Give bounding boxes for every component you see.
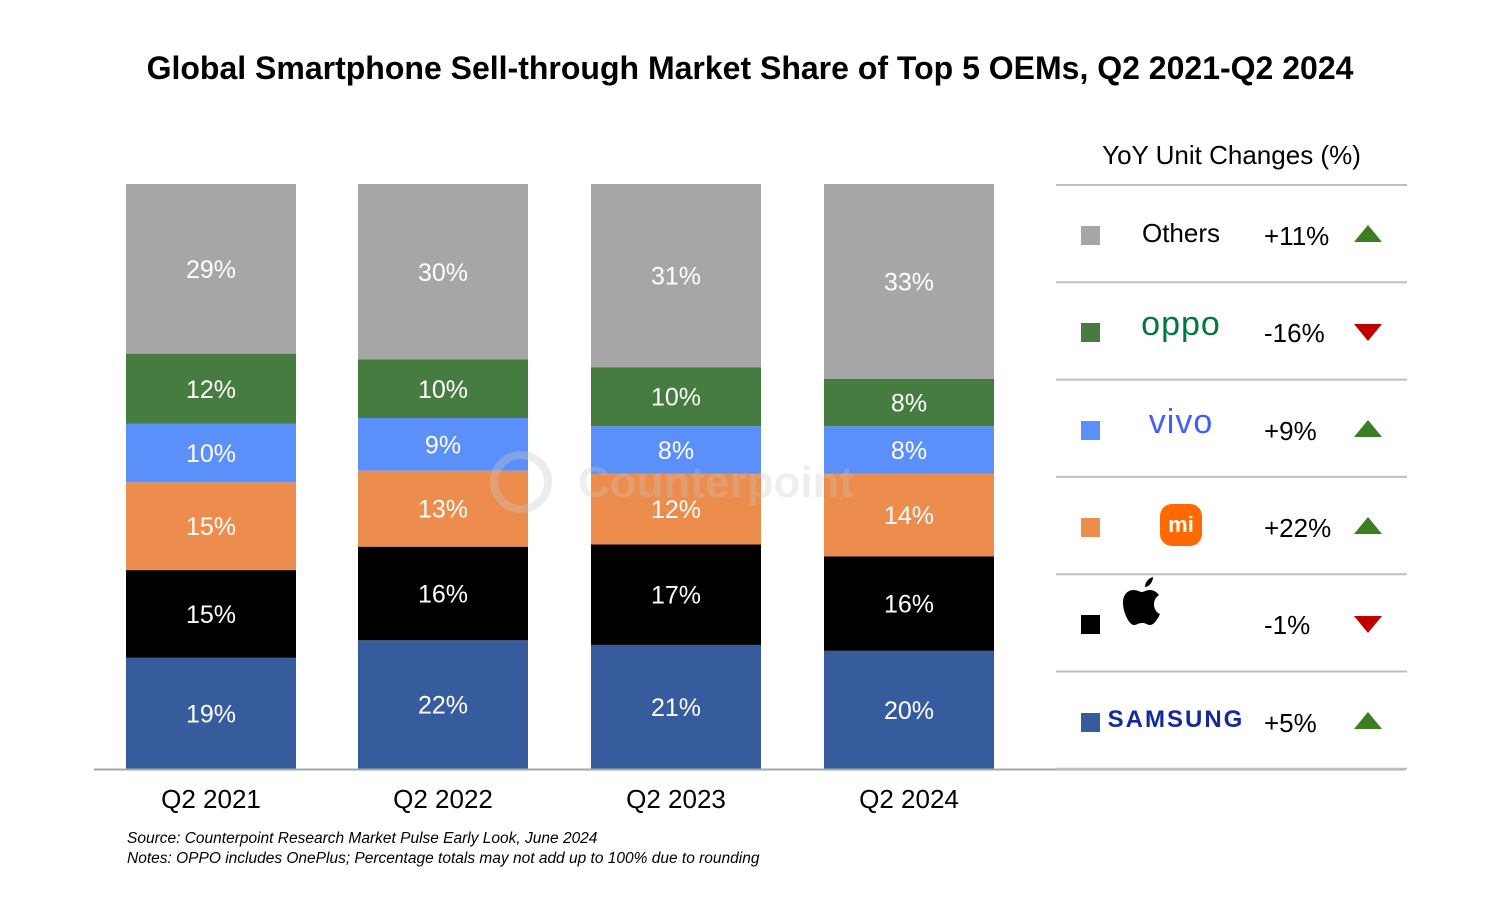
data-label: 8% (891, 437, 927, 465)
bar-segment-vivo (358, 418, 528, 471)
data-label: 21% (651, 694, 701, 722)
data-label: 31% (651, 263, 701, 291)
triangle-up-icon (1354, 711, 1382, 729)
data-label: 15% (186, 601, 236, 629)
data-label: 29% (186, 256, 236, 284)
bar-segment-apple (126, 570, 296, 658)
legend-swatch (1081, 420, 1100, 440)
apple-logo-icon (1123, 577, 1160, 626)
data-label: 12% (186, 376, 236, 404)
bar-segment-oppo (126, 353, 296, 424)
bar-segment-others (824, 184, 994, 379)
data-label: 8% (658, 437, 694, 465)
yoy-change: -1% (1264, 610, 1311, 641)
yoy-change: +22% (1264, 512, 1332, 543)
bar-segment-apple (824, 556, 994, 651)
data-label: 14% (884, 502, 934, 530)
data-label: 19% (186, 700, 236, 728)
legend-swatch (1081, 615, 1100, 635)
legend-row-samsung: SAMSUNG +5% (1056, 672, 1407, 769)
brand-logo: vivo (1121, 380, 1241, 477)
legend-row-xiaomi: mi +22% (1056, 477, 1407, 574)
source-note: Source: Counterpoint Research Market Pul… (127, 830, 598, 847)
triangle-up-icon (1354, 419, 1382, 437)
yoy-change: +9% (1264, 415, 1317, 446)
vivo-logo: vivo (1148, 402, 1214, 441)
notes-text: Notes: OPPO includes OnePlus; Percentage… (127, 850, 760, 867)
brand-logo: oppo (1121, 282, 1241, 379)
yoy-change: +5% (1264, 707, 1317, 738)
x-tick-label: Q2 2021 (161, 784, 261, 814)
data-label: 10% (418, 376, 468, 404)
oppo-logo: oppo (1141, 305, 1221, 344)
triangle-down-icon (1354, 324, 1382, 342)
legend-swatch (1081, 712, 1100, 732)
yoy-change: -16% (1264, 318, 1325, 349)
bar-segment-oppo (591, 367, 761, 427)
data-label: 30% (418, 259, 468, 287)
bar-segment-apple (591, 544, 761, 645)
data-label: 17% (651, 582, 701, 610)
bar-segment-xiaomi (358, 470, 528, 547)
bar-segment-vivo (126, 423, 296, 483)
x-tick-label: Q2 2022 (393, 784, 493, 814)
chart-title: Global Smartphone Sell-through Market Sh… (146, 50, 1354, 86)
bar-segment-samsung (591, 644, 761, 769)
legend-row-others: Others +11% (1056, 185, 1407, 282)
legend-row-apple: -1% (1056, 574, 1407, 671)
brand-logo: Others (1121, 185, 1241, 282)
watermark-logo-icon (490, 451, 552, 513)
triangle-up-icon (1354, 225, 1382, 242)
bar-segment-others (358, 184, 528, 360)
legend-row-vivo: vivo +9% (1056, 380, 1407, 477)
x-tick-label: Q2 2024 (859, 784, 959, 814)
brand-logo: mi (1121, 477, 1241, 574)
bar-segment-oppo (358, 359, 528, 418)
legend-title: YoY Unit Changes (%) (1102, 140, 1361, 170)
samsung-logo: SAMSUNG (1107, 706, 1245, 733)
data-label: 33% (884, 269, 934, 297)
legend-swatch (1081, 517, 1100, 537)
legend-swatch (1081, 323, 1100, 343)
data-label: 13% (418, 496, 468, 524)
bar-segment-xiaomi (126, 482, 296, 571)
bar-segment-vivo (591, 426, 761, 474)
x-tick-label: Q2 2023 (626, 784, 726, 814)
data-label: 16% (884, 591, 934, 619)
bar-segment-samsung (358, 640, 528, 769)
watermark: Counterpoint (578, 458, 855, 507)
bar-segment-vivo (824, 426, 994, 474)
others-label: Others (1141, 218, 1221, 248)
bar-segment-xiaomi (824, 473, 994, 557)
bar-segment-xiaomi (591, 473, 761, 545)
data-label: 9% (425, 431, 461, 459)
brand-logo (1121, 574, 1241, 671)
data-label: 10% (651, 384, 701, 412)
data-label: 8% (891, 390, 927, 418)
bar-segment-apple (358, 546, 528, 641)
data-label: 22% (418, 692, 468, 720)
data-label: 15% (186, 513, 236, 541)
bar-segment-others (591, 184, 761, 368)
brand-logo: SAMSUNG (1108, 672, 1243, 769)
bar-segment-others (126, 184, 296, 354)
data-label: 16% (418, 581, 468, 609)
legend-swatch (1081, 226, 1100, 245)
data-label: 10% (186, 440, 236, 468)
triangle-down-icon (1354, 616, 1382, 634)
xiaomi-logo: mi (1160, 504, 1202, 547)
bar-segment-oppo (824, 379, 994, 427)
bar-segment-samsung (126, 657, 296, 769)
data-label: 12% (651, 496, 701, 524)
bar-segment-samsung (824, 650, 994, 769)
yoy-change: +11% (1264, 221, 1330, 251)
data-label: 20% (884, 697, 934, 725)
triangle-up-icon (1354, 516, 1382, 534)
legend-row-oppo: oppo -16% (1056, 282, 1407, 379)
